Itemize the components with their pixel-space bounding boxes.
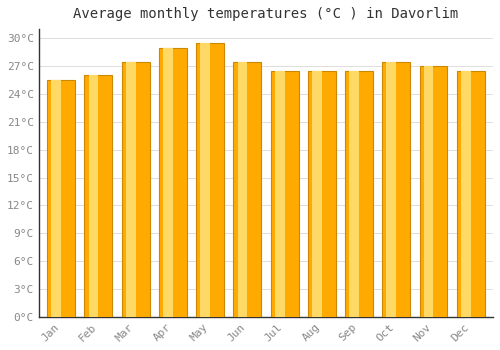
Bar — [345, 71, 373, 317]
Bar — [126, 62, 136, 317]
Bar — [312, 71, 322, 317]
Bar — [122, 62, 150, 317]
Title: Average monthly temperatures (°C ) in Davorlim: Average monthly temperatures (°C ) in Da… — [74, 7, 458, 21]
Bar — [270, 71, 298, 317]
Bar — [386, 62, 396, 317]
Bar — [424, 66, 434, 317]
Bar — [349, 71, 359, 317]
Bar — [420, 66, 448, 317]
Bar — [47, 80, 75, 317]
Bar — [200, 43, 210, 317]
Bar — [52, 80, 61, 317]
Bar — [382, 62, 410, 317]
Bar — [159, 48, 187, 317]
Bar — [163, 48, 173, 317]
Bar — [308, 71, 336, 317]
Bar — [234, 62, 262, 317]
Bar — [457, 71, 484, 317]
Bar — [88, 76, 99, 317]
Bar — [84, 76, 112, 317]
Bar — [238, 62, 248, 317]
Bar — [196, 43, 224, 317]
Bar — [461, 71, 470, 317]
Bar — [275, 71, 284, 317]
